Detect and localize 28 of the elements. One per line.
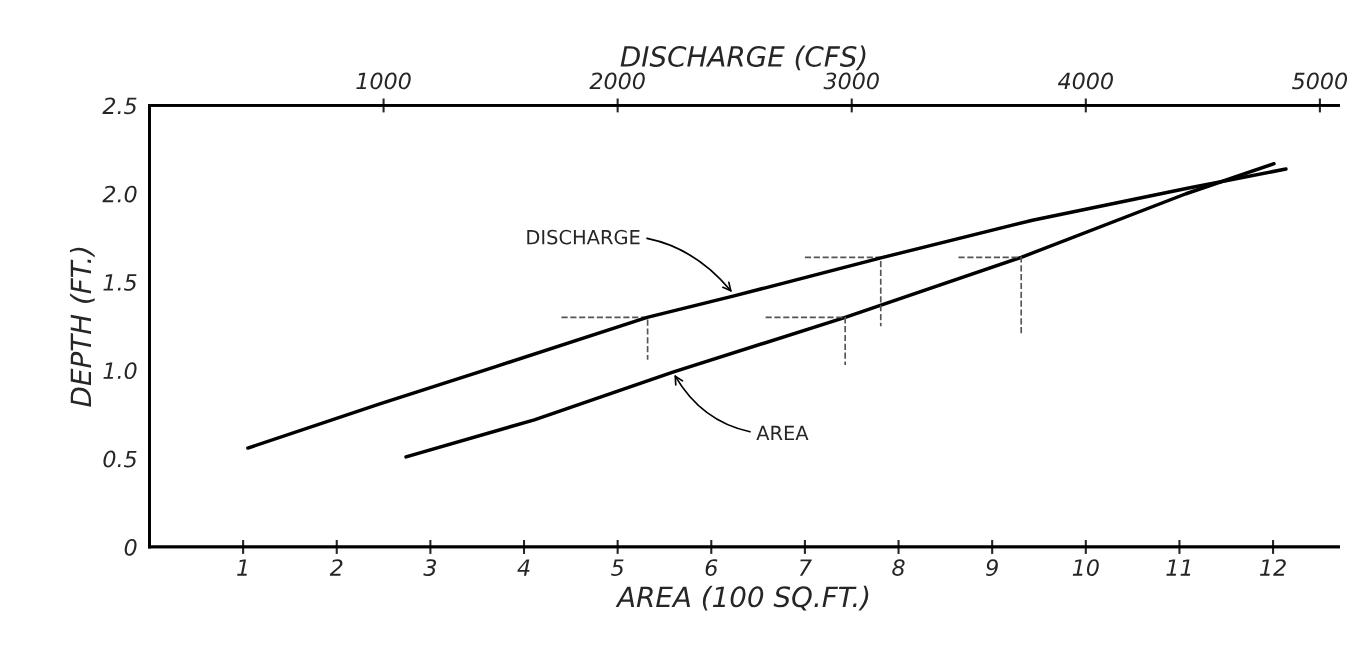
x-tick-label: 7 [799,559,812,576]
annotation: AREA [756,425,809,440]
x-tick-label: 10 [1072,559,1099,576]
x-tick-label: 2 [329,559,343,576]
x-tick-label: 5 [611,559,624,576]
y-tick-label: 1.5 [103,274,137,291]
x-tick-label: 8 [892,559,905,576]
x-tick-label: 11 [1166,559,1191,576]
x2-axis-title: DISCHARGE (CFS) [620,45,866,71]
x2-tick-label: 1000 [356,72,411,90]
y-axis-title: DEPTH (FT.) [69,247,95,407]
annotation: DISCHARGE [527,229,640,245]
y-tick-label: 2.0 [102,185,137,203]
x-tick-label: 9 [986,559,998,576]
x-tick-label: 12 [1260,559,1286,576]
y-tick-label: 0.5 [103,450,137,468]
x-tick-label: 1 [237,559,247,576]
x2-tick-label: 4000 [1057,72,1113,90]
x2-tick-label: 5000 [1292,72,1348,90]
x2-tick-label: 2000 [589,72,645,90]
x-tick-label: 6 [705,559,718,576]
x-tick-label: 3 [423,559,437,576]
x2-tick-label: 3000 [823,72,879,90]
y-tick-label: 0 [124,538,137,556]
y-tick-label: 2.5 [102,97,137,115]
x-tick-label: 4 [517,559,530,576]
x-axis-title: AREA (100 SQ.FT.) [615,585,869,611]
y-tick-label: 1.0 [103,362,137,380]
